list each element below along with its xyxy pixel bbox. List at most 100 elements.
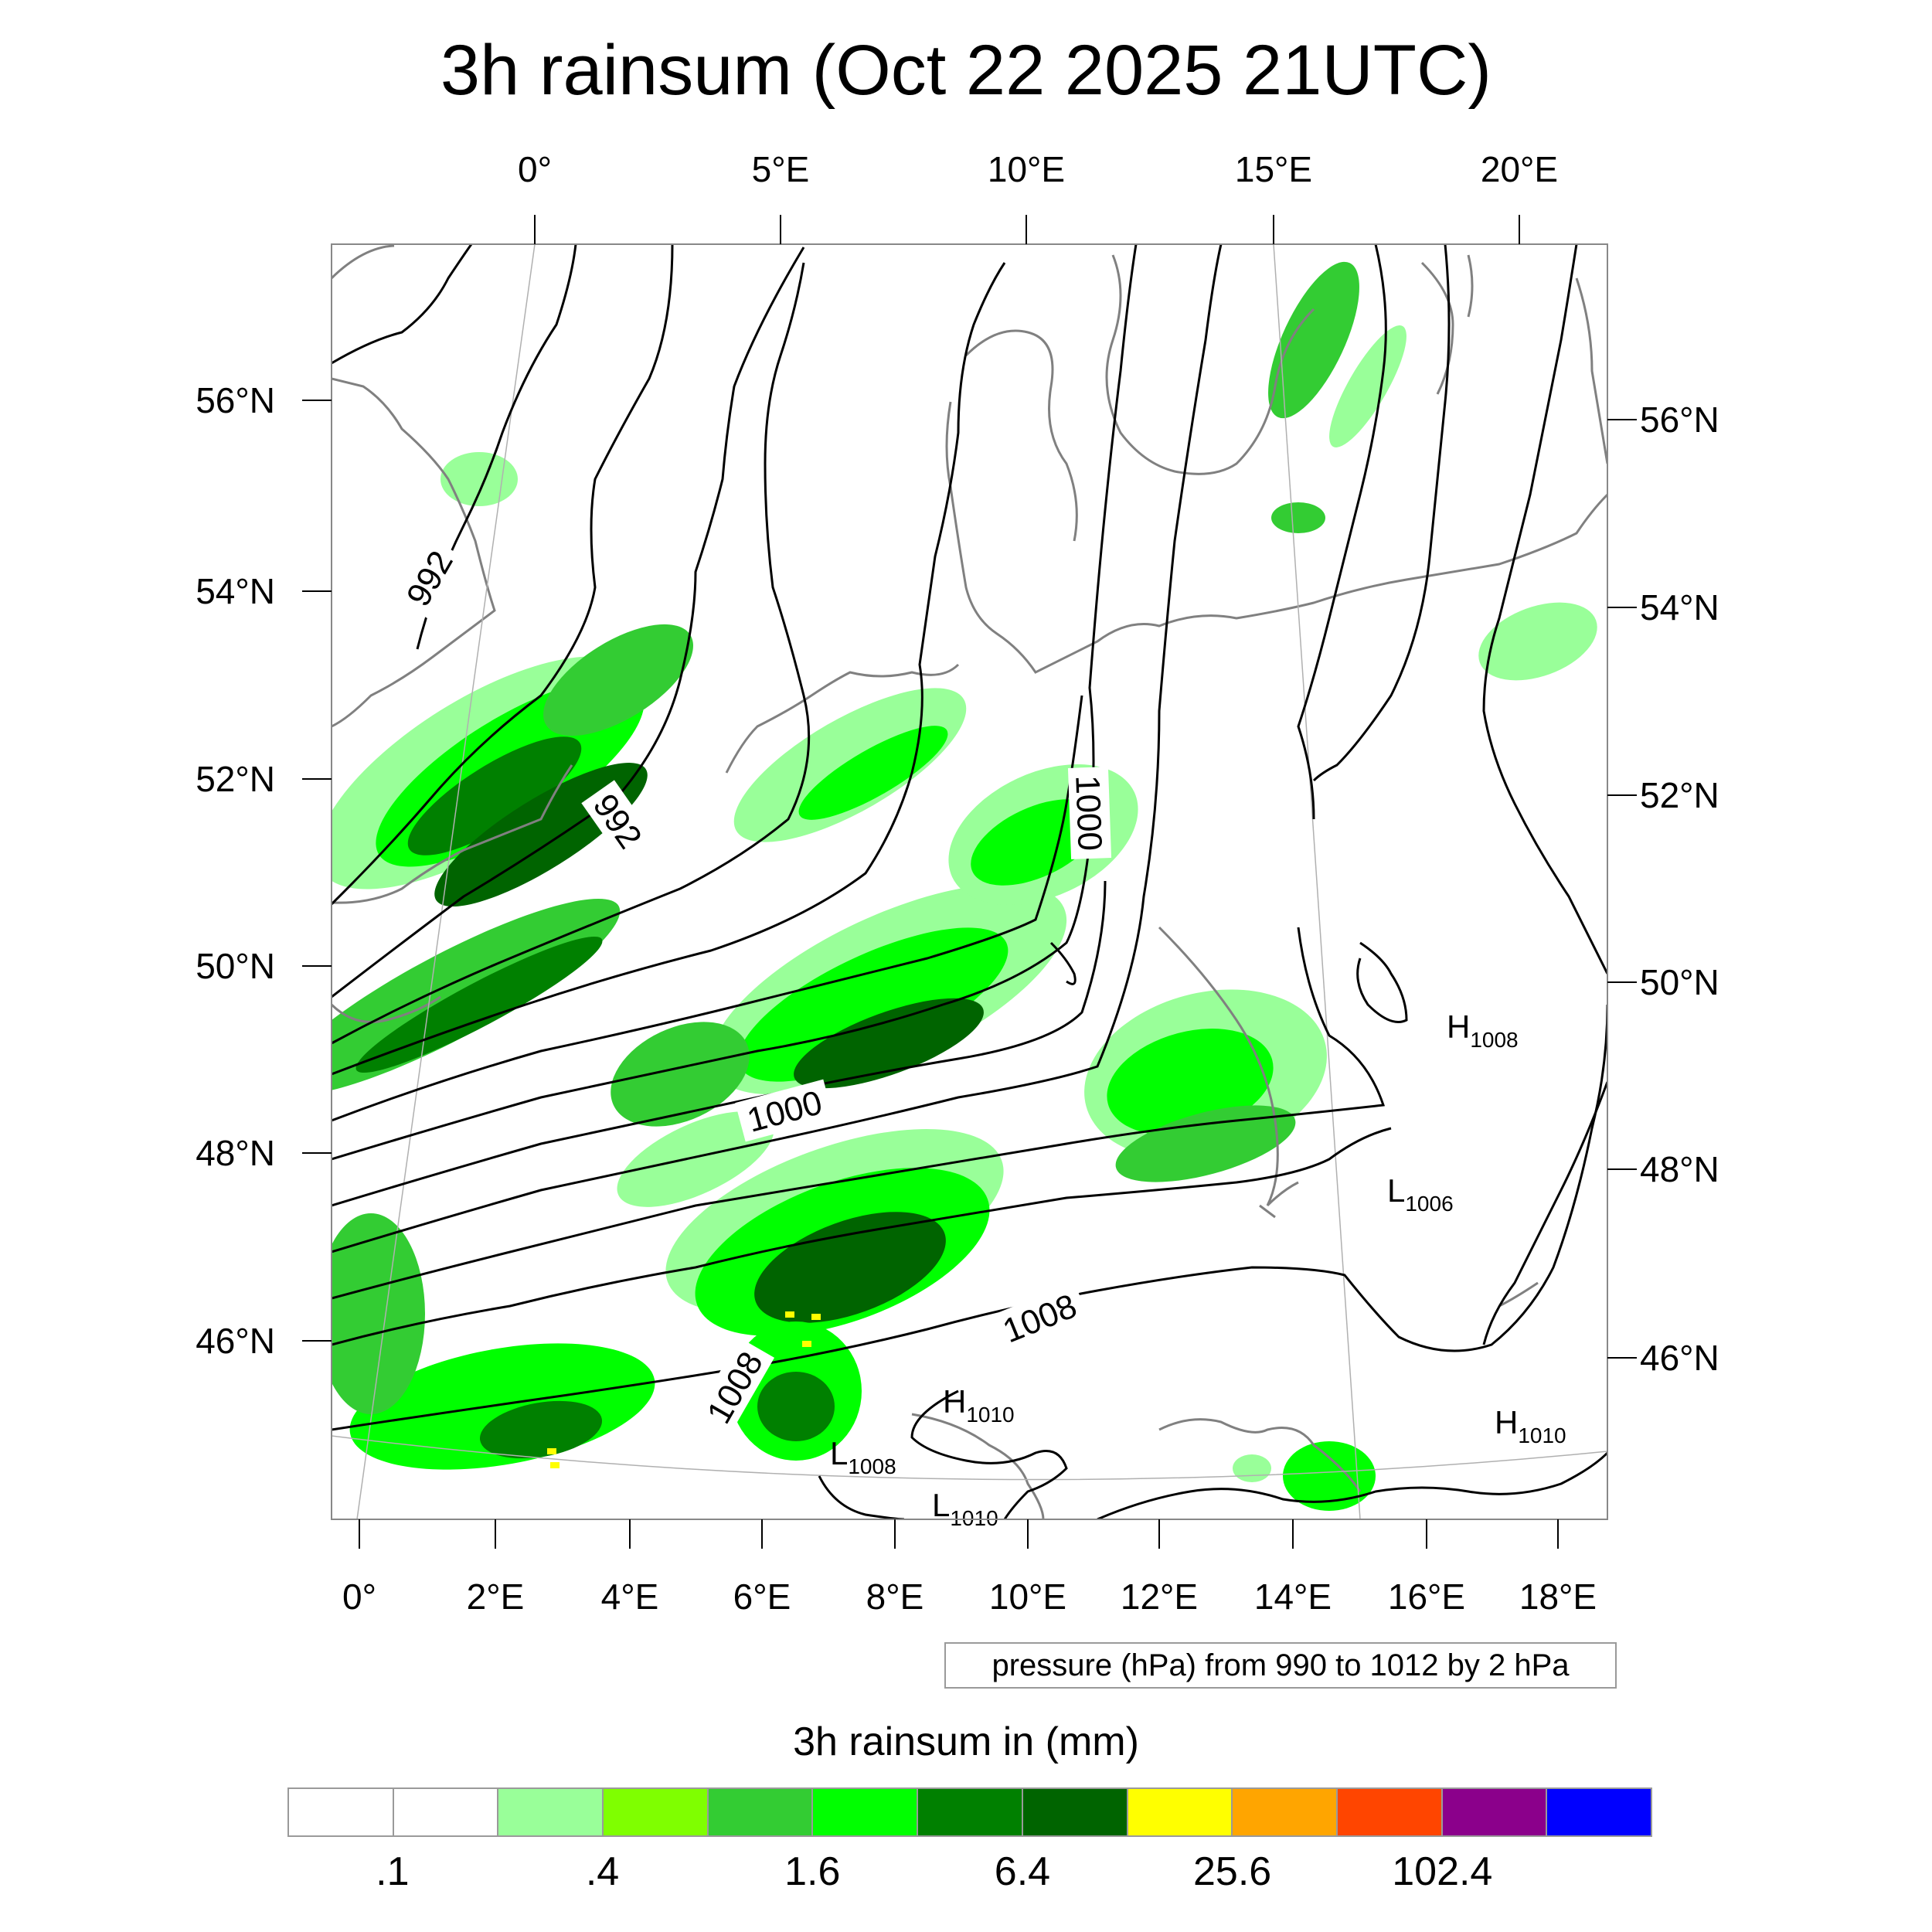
rain-area <box>1115 1105 1296 1182</box>
pressure-center-high: H1010 <box>943 1383 1015 1427</box>
pressure-center-high: H1010 <box>1495 1404 1566 1447</box>
colorbar-cell <box>602 1787 707 1837</box>
coastline <box>1158 1418 1362 1492</box>
coastline-layer <box>332 244 1607 1519</box>
rain-area <box>1478 602 1597 681</box>
rain-area <box>440 452 518 506</box>
coastline <box>911 1413 1045 1519</box>
isobar <box>332 247 805 998</box>
right-lat-tick-label: 50°N <box>1640 962 1719 1002</box>
contour-info-box: pressure (hPa) from 990 to 1012 by 2 hPa <box>944 1642 1617 1689</box>
rain-area <box>757 1372 835 1441</box>
isobar <box>1049 941 1077 985</box>
colorbar-cell <box>392 1787 498 1837</box>
bottom-lon-tick-label: 0° <box>342 1577 376 1617</box>
colorbar-cell <box>1231 1787 1336 1837</box>
isobar <box>332 244 1138 1161</box>
colorbar-label: 25.6 <box>1193 1849 1272 1894</box>
isobar <box>332 244 674 906</box>
bottom-lon-tick-label: 16°E <box>1388 1577 1465 1617</box>
rain-heavy-cell <box>547 1448 556 1454</box>
svg-text:1000: 1000 <box>1068 774 1108 852</box>
isobar <box>1356 941 1408 1023</box>
contour-label: 1008 <box>989 1281 1090 1354</box>
coastline <box>1467 254 1474 318</box>
isobar <box>332 262 1006 1076</box>
pressure-center-low: L1010 <box>932 1487 998 1530</box>
isobar <box>1482 244 1607 975</box>
chart-title: 3h rainsum (Oct 22 2025 21UTC) <box>440 31 1492 110</box>
colorbar-cell <box>497 1787 603 1837</box>
bottom-lon-tick-label: 8°E <box>866 1577 924 1617</box>
bottom-lon-tick-label: 12°E <box>1121 1577 1198 1617</box>
bottom-lon-tick-label: 6°E <box>733 1577 791 1617</box>
coastline <box>1498 1281 1539 1308</box>
colorbar-label: 102.4 <box>1392 1849 1493 1894</box>
isobar <box>1297 244 1387 820</box>
isobar <box>332 695 1083 1122</box>
rain-area <box>332 1213 425 1414</box>
isobar <box>332 244 1223 1253</box>
colorbar-cell <box>1335 1787 1441 1837</box>
precipitation-layer <box>332 261 1597 1511</box>
pressure-center-high: H1008 <box>1447 1009 1519 1052</box>
colorbar-cell <box>287 1787 393 1837</box>
tick-marks <box>302 215 1637 1549</box>
bottom-lon-tick-label: 18°E <box>1519 1577 1597 1617</box>
top-lon-tick-label: 15°E <box>1235 149 1312 189</box>
left-lat-tick-label: 48°N <box>196 1133 275 1173</box>
graticule <box>332 244 1607 1519</box>
rain-area <box>1271 502 1325 533</box>
rain-area <box>543 624 693 736</box>
isobar <box>332 927 1386 1300</box>
bottom-lon-tick-labels: 0° 2°E 4°E 6°E 8°E 10°E 12°E 14°E 16°E 1… <box>342 1577 1597 1617</box>
left-lat-tick-label: 52°N <box>196 759 275 799</box>
isobar <box>332 262 811 1045</box>
rain-area <box>738 927 1009 1082</box>
isobar <box>1482 1081 1607 1345</box>
colorbar-cell <box>917 1787 1022 1837</box>
coastline <box>1420 261 1454 395</box>
right-lat-tick-label: 52°N <box>1640 775 1719 815</box>
coastline <box>945 401 1607 674</box>
rain-heavy-cell <box>802 1341 811 1347</box>
top-lon-tick-label: 20°E <box>1481 149 1558 189</box>
colorbar-title: 3h rainsum in (mm) <box>793 1719 1139 1764</box>
top-lon-tick-labels: 0° 5°E 10°E 15°E 20°E <box>518 149 1558 189</box>
isobar <box>332 1127 1392 1346</box>
rain-area <box>1283 1441 1376 1511</box>
isobar <box>910 1389 1068 1519</box>
left-lat-tick-label: 56°N <box>196 380 275 420</box>
left-lat-tick-label: 54°N <box>196 571 275 611</box>
colorbar-label: .1 <box>376 1849 410 1894</box>
rain-area <box>794 998 984 1089</box>
coastline <box>332 995 441 1023</box>
colorbar-label: .4 <box>585 1849 620 1894</box>
rain-area <box>1268 261 1359 419</box>
colorbar-cell <box>706 1787 812 1837</box>
coastline <box>725 663 960 774</box>
left-lat-tick-labels: 56°N 54°N 52°N 50°N 48°N 46°N <box>196 380 275 1361</box>
left-lat-tick-label: 46°N <box>196 1321 275 1361</box>
right-lat-tick-label: 48°N <box>1640 1149 1719 1189</box>
coastline <box>1158 926 1279 1206</box>
isobar <box>818 1475 905 1519</box>
pressure-center-layer: H1008 L1006 H1010 L1008 L1010 H1010 <box>830 1009 1566 1530</box>
pressure-center-low: L1006 <box>1387 1172 1454 1216</box>
rain-heavy-cell <box>550 1462 560 1468</box>
colorbar-cell <box>1440 1787 1546 1837</box>
bottom-lon-tick-label: 14°E <box>1254 1577 1332 1617</box>
bottom-lon-tick-label: 10°E <box>989 1577 1066 1617</box>
isobar <box>332 1004 1607 1431</box>
right-lat-tick-label: 56°N <box>1640 400 1719 440</box>
top-lon-tick-label: 5°E <box>752 149 810 189</box>
isobar-layer <box>332 244 1607 1519</box>
isobar <box>332 880 1107 1207</box>
left-lat-tick-label: 50°N <box>196 946 275 986</box>
rain-area <box>1233 1454 1271 1482</box>
right-lat-tick-label: 46°N <box>1640 1338 1719 1378</box>
rain-heavy-cell <box>811 1314 821 1320</box>
colorbar <box>287 1787 1652 1837</box>
contour-label: 1000 <box>1067 767 1112 859</box>
